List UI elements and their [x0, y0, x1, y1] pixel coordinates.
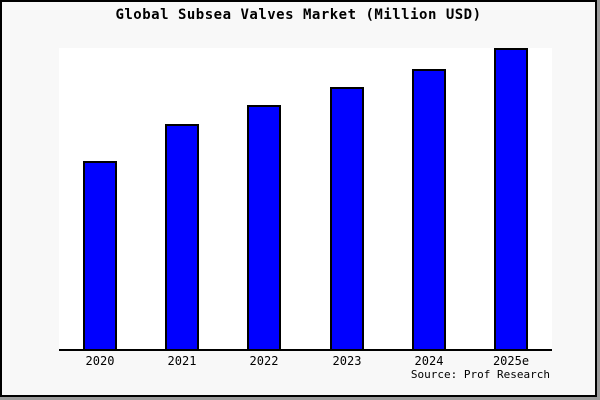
x-tick-label-2025e: 2025e — [492, 354, 530, 368]
x-tick-label-2023: 2023 — [332, 354, 362, 368]
bar-2022 — [247, 105, 281, 349]
bar-2021 — [165, 124, 199, 349]
bar-2023 — [330, 87, 364, 349]
chart-title: Global Subsea Valves Market (Million USD… — [115, 7, 482, 23]
bar-2025e — [494, 48, 528, 349]
x-tick-label-2021: 2021 — [167, 354, 197, 368]
bar-2024 — [412, 69, 446, 349]
x-tick-label-2024: 2024 — [414, 354, 444, 368]
x-tick-label-2022: 2022 — [249, 354, 279, 368]
x-tick-label-2020: 2020 — [85, 354, 115, 368]
x-axis-labels: 2020 2021 2022 2023 2024 2025e — [59, 354, 552, 370]
bar-2020 — [83, 161, 117, 349]
plot-area — [59, 48, 552, 351]
source-credit: Source: Prof Research — [410, 368, 550, 381]
